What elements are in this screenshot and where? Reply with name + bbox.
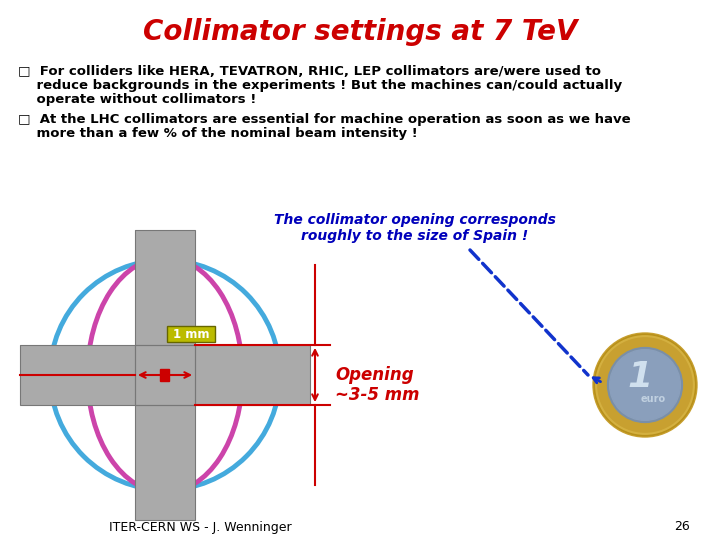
Circle shape [593, 333, 697, 437]
Text: operate without collimators !: operate without collimators ! [18, 93, 256, 106]
Bar [20, 345, 135, 405]
Bar [135, 230, 195, 345]
Text: 26: 26 [674, 521, 690, 534]
Bar [160, 369, 169, 381]
Text: Collimator settings at 7 TeV: Collimator settings at 7 TeV [143, 18, 577, 46]
Text: reduce backgrounds in the experiments ! But the machines can/could actually: reduce backgrounds in the experiments ! … [18, 79, 622, 92]
Bar [135, 405, 195, 520]
Text: 1 mm: 1 mm [173, 327, 210, 341]
Text: The collimator opening corresponds
roughly to the size of Spain !: The collimator opening corresponds rough… [274, 213, 556, 243]
Bar [135, 230, 195, 345]
Bar [135, 405, 195, 520]
Text: □  At the LHC collimators are essential for machine operation as soon as we have: □ At the LHC collimators are essential f… [18, 113, 631, 126]
Text: 1: 1 [627, 360, 652, 394]
Text: ITER-CERN WS - J. Wenninger: ITER-CERN WS - J. Wenninger [109, 521, 292, 534]
Text: □  For colliders like HERA, TEVATRON, RHIC, LEP collimators are/were used to: □ For colliders like HERA, TEVATRON, RHI… [18, 65, 601, 78]
Circle shape [610, 349, 680, 420]
Bar [195, 345, 310, 405]
Text: euro: euro [640, 394, 665, 404]
Bar [195, 345, 310, 405]
Bar [20, 345, 135, 405]
Bar [135, 345, 195, 405]
Bar [135, 345, 195, 405]
Circle shape [608, 348, 683, 422]
Text: Opening
~3-5 mm: Opening ~3-5 mm [335, 366, 420, 404]
Text: more than a few % of the nominal beam intensity !: more than a few % of the nominal beam in… [18, 127, 418, 140]
FancyBboxPatch shape [167, 326, 215, 342]
